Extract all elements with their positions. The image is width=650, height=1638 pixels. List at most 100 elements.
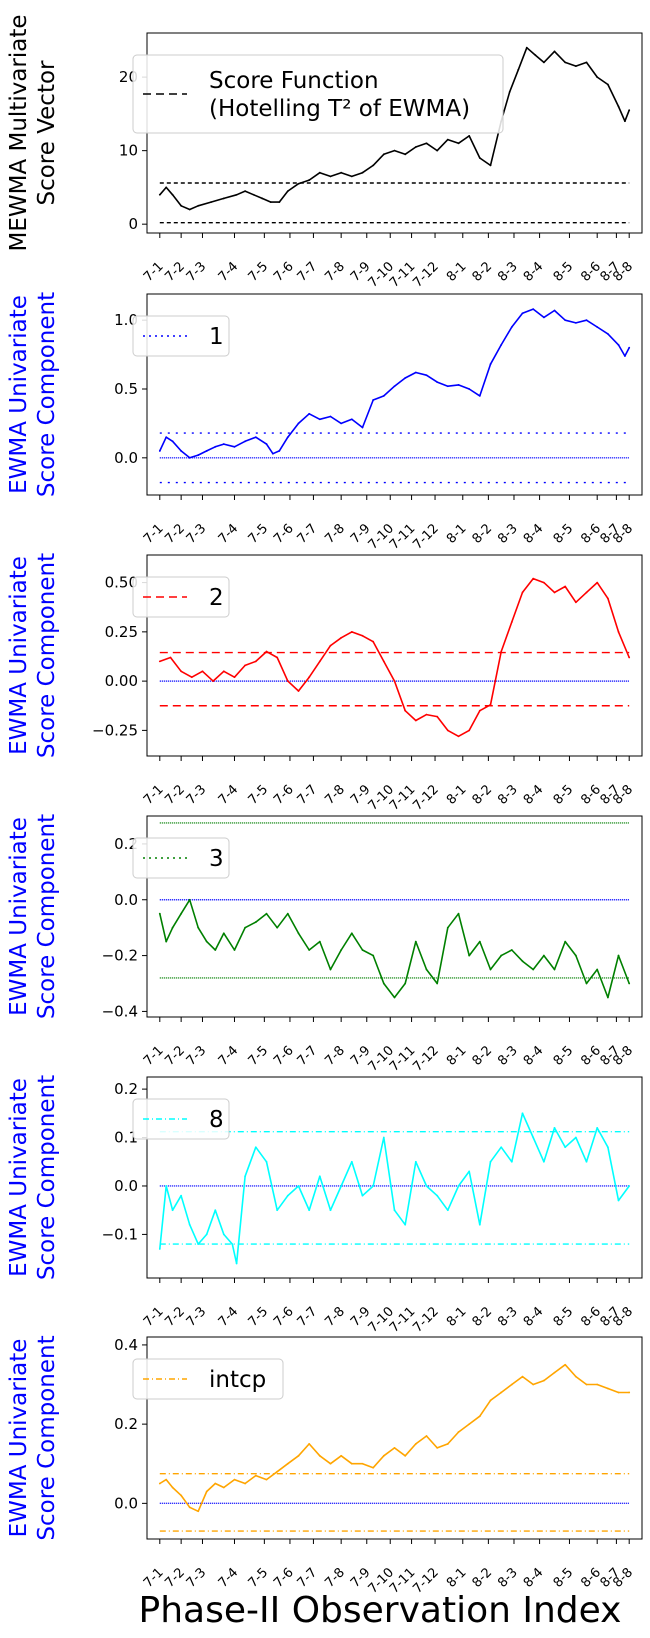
data-point [297, 1454, 300, 1457]
data-point [188, 208, 191, 211]
y-tick-label: 0.2 [114, 1415, 138, 1433]
x-tick-label: 7-7 [295, 1565, 321, 1591]
x-tick-label: 7-8 [322, 1043, 348, 1069]
x-tick-label: 7-5 [246, 1043, 272, 1069]
y-axis-title: EWMA UnivariateScore Component [6, 1335, 60, 1540]
x-tick-label: 7-8 [322, 1565, 348, 1591]
data-point [188, 1223, 191, 1226]
data-point [361, 1194, 364, 1197]
data-point [532, 968, 535, 971]
chart-panel-2: 0.00.51.07-17-27-3 7-4 7-5 7-67-7 7-8 7-97-10… [6, 292, 643, 553]
y-axis-title: EWMA UnivariateScore Component [6, 1075, 60, 1280]
data-point [478, 940, 481, 943]
data-point [521, 312, 524, 315]
y-tick-label: 0.0 [114, 449, 138, 467]
x-tick-label: 7-3 [184, 1565, 210, 1591]
data-point [244, 926, 247, 929]
data-point [350, 630, 353, 633]
y-axis-title-line: EWMA Univariate [6, 295, 32, 494]
y-axis-title-line: Score Component [34, 1075, 60, 1280]
data-point [180, 1494, 183, 1497]
data-point [478, 709, 481, 712]
legend-label: 8 [209, 1107, 224, 1133]
plot-frame [146, 1336, 643, 1540]
data-point [585, 319, 588, 322]
data-point [517, 68, 520, 71]
data-point [542, 1379, 545, 1382]
data-point [180, 450, 183, 452]
data-point [244, 1175, 247, 1178]
x-tick-label: 7-1 [141, 1304, 167, 1330]
data-point [585, 61, 588, 64]
data-point [553, 309, 556, 312]
legend-box [132, 1098, 230, 1140]
x-tick-label: 8-2 [470, 1043, 496, 1069]
x-tick-label: 8-5 [551, 521, 577, 547]
data-point [425, 1185, 428, 1187]
series-line [159, 898, 630, 999]
legend-label: 3 [209, 846, 224, 872]
data-point [212, 680, 215, 683]
data-point [188, 1506, 191, 1509]
data-point [158, 1482, 161, 1485]
data-point [278, 450, 281, 452]
data-point [265, 443, 268, 445]
data-point [624, 120, 626, 123]
legend: Score Function(Hotelling T² of EWMA) [132, 54, 504, 134]
data-point [553, 591, 556, 594]
data-point [372, 1466, 375, 1469]
data-point [180, 1194, 183, 1197]
x-tick-label: 8-2 [470, 1565, 496, 1591]
x-tick-label: 8-3 [495, 259, 521, 285]
data-point [574, 1375, 577, 1378]
data-point [180, 670, 183, 673]
y-axis-title-line: EWMA Univariate [6, 556, 32, 755]
data-point [446, 926, 449, 929]
data-point [628, 982, 631, 985]
x-tick-label: 7-3 [184, 259, 210, 285]
data-point [564, 585, 567, 588]
y-axis-title: EWMA UnivariateScore Component [6, 814, 60, 1019]
x-tick-label: 7-6 [271, 259, 297, 285]
data-point [436, 1194, 439, 1197]
plot-frame [146, 815, 643, 1018]
data-point [532, 1136, 535, 1139]
data-point [165, 940, 168, 943]
data-point [222, 670, 225, 673]
data-point [404, 377, 407, 379]
data-point [231, 1243, 234, 1245]
data-point [425, 142, 428, 145]
y-tick-label: −0.25 [92, 721, 138, 739]
data-point [436, 982, 439, 985]
data-point [233, 949, 236, 951]
data-point [214, 1482, 217, 1485]
x-tick-label: 7-6 [271, 782, 297, 808]
x-tick-label: 8-3 [495, 782, 521, 808]
data-point [372, 640, 375, 643]
data-point [404, 709, 407, 712]
data-point [510, 949, 513, 951]
y-tick-label: 0.2 [114, 1080, 138, 1098]
data-point [286, 912, 289, 915]
x-tick-label: 8-4 [521, 1043, 547, 1069]
plot-frame [146, 554, 643, 757]
data-point [329, 175, 332, 178]
x-tick-label: 7-11 [387, 1304, 418, 1335]
legend-label: 1 [209, 324, 224, 350]
data-point [393, 1447, 396, 1449]
y-axis-title-line: EWMA Univariate [6, 1339, 32, 1538]
x-tick-label: 7-5 [246, 782, 272, 808]
data-point [617, 954, 620, 957]
data-point [414, 719, 417, 722]
y-tick-label: 0.2 [114, 835, 138, 853]
data-point [169, 656, 172, 659]
x-tick-label: 7-7 [295, 521, 321, 547]
data-point [606, 1387, 609, 1390]
data-point [190, 676, 193, 679]
data-point [382, 394, 385, 397]
data-point [372, 399, 375, 401]
data-point [596, 968, 599, 971]
data-point [254, 921, 257, 923]
